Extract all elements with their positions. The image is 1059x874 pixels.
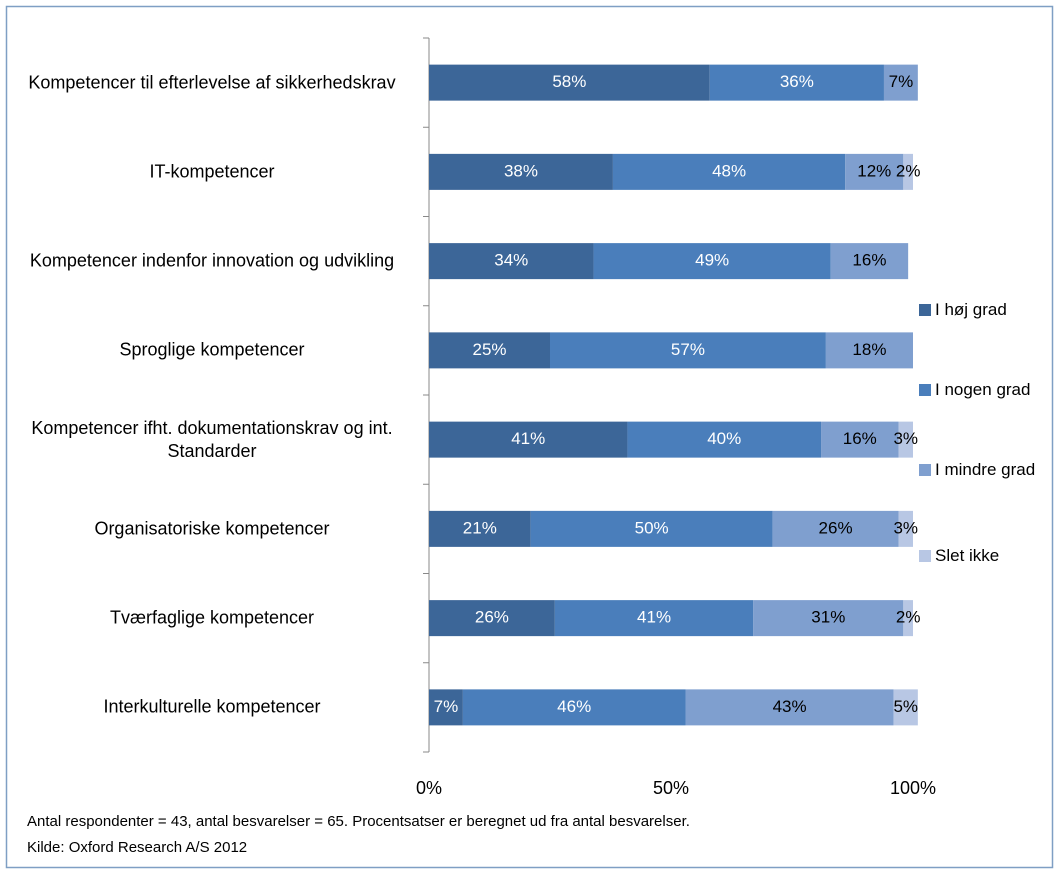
value-label: 25% [472,340,506,359]
bar-segment [845,153,904,190]
value-label: 57% [671,340,705,359]
value-label: 31% [811,608,845,627]
category-label: Kompetencer til efterlevelse af sikkerhe… [28,72,396,93]
bar-segment [429,153,613,190]
legend-swatch [919,384,931,396]
value-label: 7% [434,697,459,716]
x-tick-label: 50% [653,778,689,798]
bar-segment [893,689,918,726]
bar-segment [429,64,710,101]
value-label: 2% [896,161,921,180]
bar-segment [593,243,831,280]
value-label: 38% [504,161,538,180]
bar-segment [830,243,909,280]
category-label: Interkulturelle kompetencer [103,696,321,717]
bar-segment [883,64,918,101]
bar-segment [821,421,899,458]
bar-segment [898,510,913,547]
category-label: Kompetencer ifht. dokumentationskrav og … [31,417,393,461]
bar-segment [554,600,754,637]
bar-segment [429,243,594,280]
bar-segment [429,689,463,726]
bar-segment [627,421,822,458]
value-label: 48% [712,161,746,180]
bar-segment [550,332,826,369]
value-label: 26% [475,608,509,627]
value-label: 18% [852,340,886,359]
legend-label: Slet ikke [935,546,1000,565]
footnote: Antal respondenter = 43, antal besvarels… [27,813,690,830]
value-label: 2% [896,608,921,627]
value-label: 49% [695,251,729,270]
value-label: 26% [819,518,853,537]
value-label: 16% [852,251,886,270]
value-label: 58% [552,72,586,91]
legend-swatch [919,304,931,316]
value-label: 41% [637,608,671,627]
category-label: Sproglige kompetencer [119,339,305,360]
value-label: 50% [635,518,669,537]
bar-segment [429,600,555,637]
bar-segment [825,332,913,369]
legend-label: I høj grad [935,300,1007,319]
chart-border [5,5,1054,869]
bar-segment [462,689,686,726]
category-label: Organisatoriske kompetencer [94,518,330,539]
legend-swatch [919,550,931,562]
category-label: Tværfaglige kompetencer [109,607,315,628]
footnote: Kilde: Oxford Research A/S 2012 [27,839,248,856]
x-tick-label: 100% [890,778,936,798]
bar-segment [429,421,628,458]
value-label: 12% [857,161,891,180]
value-label: 21% [463,518,497,537]
category-label: Kompetencer indenfor innovation og udvik… [29,250,395,271]
value-label: 5% [893,697,918,716]
value-label: 3% [893,518,918,537]
value-label: 34% [494,251,528,270]
value-label: 41% [511,429,545,448]
bar-segment [429,510,531,547]
bar-segment [753,600,904,637]
bar-segment [429,332,550,369]
bar-segment [709,64,884,101]
value-label: 7% [889,72,914,91]
legend-swatch [919,464,931,476]
bar-segment [612,153,846,190]
bar-segment [903,153,913,190]
value-label: 46% [557,697,591,716]
x-tick-label: 0% [416,778,442,798]
value-label: 3% [893,429,918,448]
value-label: 36% [780,72,814,91]
value-label: 43% [773,697,807,716]
bar-segment [772,510,899,547]
legend-label: I nogen grad [935,380,1031,399]
category-label: IT-kompetencer [149,161,275,182]
bar-segment [530,510,773,547]
legend-label: I mindre grad [935,460,1036,479]
bar-segment [685,689,894,726]
value-label: 16% [843,429,877,448]
bar-segment [903,600,913,637]
bar-segment [898,421,913,458]
value-label: 40% [707,429,741,448]
